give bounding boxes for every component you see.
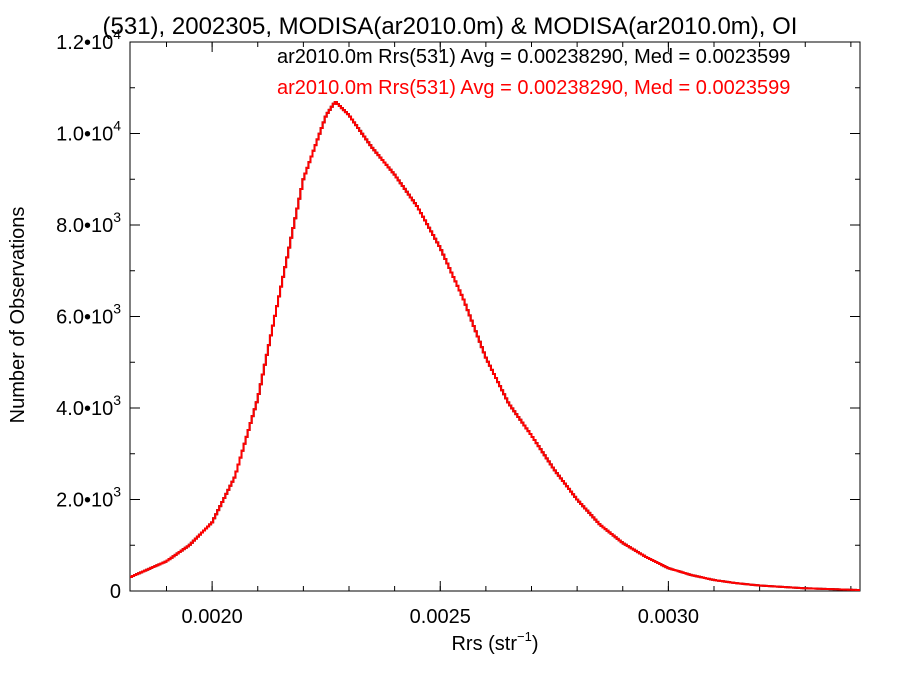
y-axis-label: Number of Observations xyxy=(7,207,29,424)
y-tick-mantissa: 0 xyxy=(110,581,121,603)
x-axis-label-exponent: −1 xyxy=(517,629,532,644)
x-axis-label: Rrs (str−1) xyxy=(451,629,538,655)
y-tick-mantissa: 4.0•10 xyxy=(56,398,113,420)
legend-entry-red: ar2010.0m Rrs(531) Avg = 0.00238290, Med… xyxy=(277,77,790,99)
y-tick-mantissa: 6.0•10 xyxy=(56,307,113,329)
y-tick-mantissa: 1.0•10 xyxy=(56,124,113,146)
histogram-series-0 xyxy=(130,100,860,592)
y-tick-label: 4.0•103 xyxy=(56,392,121,420)
histogram-series-1 xyxy=(130,100,860,592)
y-tick-exponent: 3 xyxy=(113,209,121,225)
y-tick-label: 0 xyxy=(110,581,121,603)
y-tick-exponent: 4 xyxy=(113,26,121,42)
y-tick-exponent: 3 xyxy=(113,484,121,500)
y-tick-exponent: 3 xyxy=(113,301,121,317)
x-tick-label: 0.0020 xyxy=(182,606,243,628)
axes: 0.0020 0.0025 0.003002.0•1034.0•1036.0•103… xyxy=(56,26,861,628)
plot-frame xyxy=(129,41,861,592)
x-tick-label: 0.0030 xyxy=(638,606,699,628)
y-tick-mantissa: 1.2•10 xyxy=(56,32,113,54)
x-axis-label-text: Rrs (str xyxy=(451,633,517,655)
y-tick-exponent: 4 xyxy=(113,118,121,134)
y-tick-label: 6.0•103 xyxy=(56,301,121,329)
y-tick-exponent: 3 xyxy=(113,392,121,408)
y-tick-mantissa: 8.0•10 xyxy=(56,215,113,237)
y-tick-label: 2.0•103 xyxy=(56,484,121,512)
x-axis-label-close: ) xyxy=(532,633,539,655)
y-tick-label: 1.2•104 xyxy=(56,26,121,54)
legend-entry-black: ar2010.0m Rrs(531) Avg = 0.00238290, Med… xyxy=(277,46,790,68)
y-tick-label: 8.0•103 xyxy=(56,209,121,237)
legend: ar2010.0m Rrs(531) Avg = 0.00238290, Med… xyxy=(277,46,790,99)
chart-title: (531), 2002305, MODISA(ar2010.0m) & MODI… xyxy=(103,13,798,40)
y-tick-mantissa: 2.0•10 xyxy=(56,490,113,512)
series-layer xyxy=(130,100,860,592)
y-tick-label: 1.0•104 xyxy=(56,118,121,146)
x-tick-label: 0.0025 xyxy=(410,606,471,628)
